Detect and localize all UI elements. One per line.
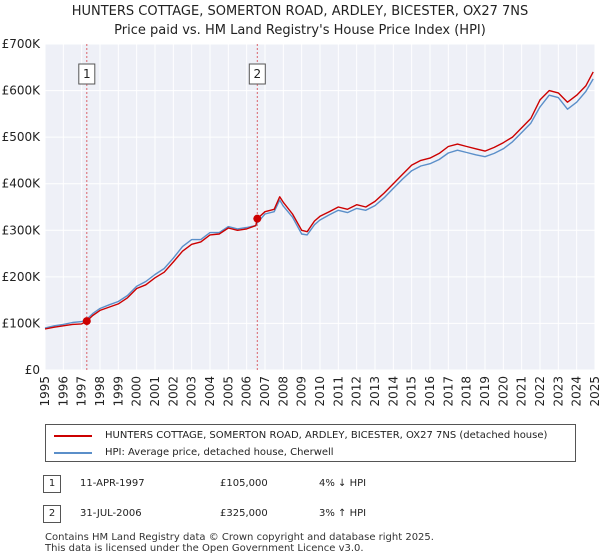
x-tick-label: 2006 <box>240 376 254 407</box>
x-tick-label: 1999 <box>111 376 125 407</box>
transaction-date: 31-JUL-2006 <box>80 508 142 519</box>
legend-label-hpi: HPI: Average price, detached house, Cher… <box>105 447 334 458</box>
sale-point <box>253 214 262 223</box>
x-tick-label: 2018 <box>460 376 474 407</box>
transaction-hpi-diff: 3% ↑ HPI <box>319 508 367 519</box>
x-tick-label: 1997 <box>75 376 89 407</box>
legend-swatch-hpi <box>54 451 92 454</box>
y-tick-label: £300K <box>2 223 42 237</box>
transaction-price: £325,000 <box>220 508 268 519</box>
series-line-hpi <box>44 78 594 329</box>
transaction-number: 2 <box>43 505 61 523</box>
y-tick-label: £200K <box>2 270 42 284</box>
x-tick-label: 2008 <box>276 376 290 407</box>
transaction-number: 1 <box>43 475 61 493</box>
x-tick-label: 2001 <box>148 376 162 407</box>
y-tick-label: £0 <box>25 363 40 377</box>
y-tick-label: £500K <box>2 130 42 144</box>
series-layer <box>44 71 594 330</box>
grid-lines <box>44 43 596 371</box>
title-line-2: Price paid vs. HM Land Registry's House … <box>114 23 486 38</box>
x-tick-label: 2025 <box>588 376 600 407</box>
table-row: 1 11-APR-1997 £105,000 4% ↓ HPI <box>0 475 600 495</box>
series-line-property <box>44 71 594 330</box>
chart-title: HUNTERS COTTAGE, SOMERTON ROAD, ARDLEY, … <box>0 2 600 40</box>
footer: Contains HM Land Registry data © Crown c… <box>45 532 434 554</box>
footer-copyright: Contains HM Land Registry data © Crown c… <box>45 532 434 543</box>
x-tick-label: 2009 <box>295 376 309 407</box>
sale-marker-label: 1 <box>83 67 91 81</box>
y-tick-label: £600K <box>2 84 42 98</box>
sale-marker-label: 2 <box>253 67 261 81</box>
x-tick-label: 2015 <box>405 376 419 407</box>
title-line-1: HUNTERS COTTAGE, SOMERTON ROAD, ARDLEY, … <box>71 4 529 19</box>
x-tick-label: 2004 <box>203 376 217 407</box>
x-tick-label: 1996 <box>56 376 70 407</box>
transaction-date: 11-APR-1997 <box>80 478 145 489</box>
legend-item-hpi: HPI: Average price, detached house, Cher… <box>46 444 334 461</box>
x-tick-label: 2005 <box>221 376 235 407</box>
y-axis: £0 £100K £200K £300K £400K £500K £600K £700K <box>2 37 42 377</box>
legend-label-property: HUNTERS COTTAGE, SOMERTON ROAD, ARDLEY, … <box>105 430 548 441</box>
x-tick-label: 2017 <box>441 376 455 407</box>
x-tick-label: 2010 <box>313 376 327 407</box>
sale-marker-box <box>78 63 96 85</box>
x-tick-label: 2000 <box>130 376 144 407</box>
x-tick-label: 2024 <box>570 376 584 407</box>
footer-licence: This data is licensed under the Open Gov… <box>45 543 364 554</box>
x-tick-label: 2011 <box>331 376 345 407</box>
sale-marker-box <box>248 63 266 85</box>
x-tick-label: 2003 <box>185 376 199 407</box>
x-tick-label: 2016 <box>423 376 437 407</box>
transaction-price: £105,000 <box>220 478 268 489</box>
x-tick-label: 2014 <box>386 376 400 407</box>
x-tick-label: 2023 <box>551 376 565 407</box>
x-tick-label: 2020 <box>496 376 510 407</box>
y-tick-label: £700K <box>2 37 42 51</box>
x-tick-label: 1995 <box>38 376 52 407</box>
legend-swatch-property <box>54 434 92 437</box>
x-tick-label: 2007 <box>258 376 272 407</box>
x-tick-label: 2012 <box>350 376 364 407</box>
legend: HUNTERS COTTAGE, SOMERTON ROAD, ARDLEY, … <box>45 424 576 462</box>
y-tick-label: £400K <box>2 177 42 191</box>
table-row: 2 31-JUL-2006 £325,000 3% ↑ HPI <box>0 505 600 525</box>
sale-point <box>82 317 91 326</box>
x-tick-label: 1998 <box>93 376 107 407</box>
y-tick-label: £100K <box>2 316 42 330</box>
x-tick-label: 2022 <box>533 376 547 407</box>
x-tick-label: 2019 <box>478 376 492 407</box>
x-tick-label: 2021 <box>515 376 529 407</box>
x-tick-label: 2002 <box>166 376 180 407</box>
legend-item-property: HUNTERS COTTAGE, SOMERTON ROAD, ARDLEY, … <box>46 427 547 444</box>
x-axis: 1995 1996 1997 1998 1999 2000 2001 2002 2003 2004… <box>38 376 600 407</box>
x-tick-label: 2013 <box>368 376 382 407</box>
transaction-hpi-diff: 4% ↓ HPI <box>319 478 367 489</box>
